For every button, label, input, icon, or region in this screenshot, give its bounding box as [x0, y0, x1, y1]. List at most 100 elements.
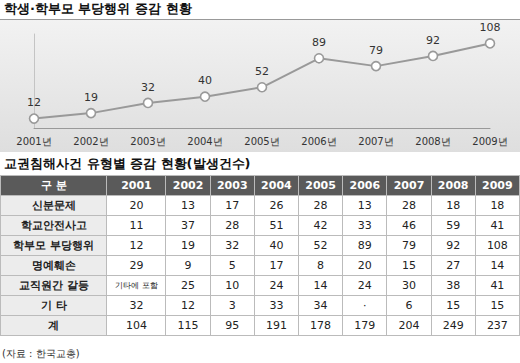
html-text:12: 12: [181, 299, 195, 312]
html-text:5: 5: [228, 259, 236, 272]
html-text:24: 24: [357, 279, 372, 292]
html-text:24: 24: [269, 279, 284, 292]
svg-text:2004년: 2004년: [187, 136, 222, 147]
html-text:32: 32: [129, 299, 144, 312]
html-text:구 분: 구 분: [40, 179, 67, 192]
html-text:6: 6: [405, 299, 413, 312]
html-text:12: 12: [129, 239, 144, 252]
html-text:15: 15: [446, 299, 461, 312]
html-text:19: 19: [181, 239, 195, 252]
html-text:33: 33: [357, 219, 372, 232]
html-text:2002: 2002: [172, 179, 204, 192]
svg-text:52: 52: [255, 65, 269, 78]
html-text:28: 28: [225, 219, 240, 232]
html-text:기 타: 기 타: [40, 299, 67, 312]
html-text:교권침해사건 유형별 증감 현황(발생건수): 교권침해사건 유형별 증감 현황(발생건수): [4, 156, 251, 171]
svg-text:2009년: 2009년: [472, 136, 507, 147]
html-text:20: 20: [129, 199, 144, 212]
html-text:95: 95: [225, 319, 240, 332]
html-text:41: 41: [490, 219, 505, 232]
html-text:11: 11: [129, 219, 144, 232]
html-text:249: 249: [442, 319, 464, 332]
html-text:191: 191: [265, 319, 287, 332]
html-text:40: 40: [269, 239, 284, 252]
html-text:17: 17: [269, 259, 284, 272]
html-text:89: 89: [357, 239, 372, 252]
html-text:46: 46: [402, 219, 416, 232]
html-text:10: 10: [225, 279, 240, 292]
html-text:25: 25: [181, 279, 195, 292]
html-text:79: 79: [402, 239, 416, 252]
html-text:13: 13: [357, 199, 372, 212]
html-text:42: 42: [313, 219, 328, 232]
svg-text:2006년: 2006년: [301, 136, 336, 147]
html-text:104: 104: [126, 319, 147, 332]
html-text:30: 30: [402, 279, 416, 292]
svg-text:2003년: 2003년: [130, 136, 165, 147]
html-text:3: 3: [228, 299, 236, 312]
html-text:2005: 2005: [305, 179, 336, 192]
html-text:108: 108: [486, 239, 508, 252]
html-text:37: 37: [181, 219, 195, 232]
html-text:2001: 2001: [121, 179, 152, 192]
html-text:28: 28: [313, 199, 328, 212]
svg-text:32: 32: [141, 81, 155, 94]
svg-text:79: 79: [369, 44, 383, 57]
svg-text:92: 92: [426, 34, 440, 47]
html-text:51: 51: [269, 219, 284, 232]
html-text:15: 15: [490, 299, 505, 312]
html-text:179: 179: [354, 319, 376, 332]
html-text:32: 32: [225, 239, 240, 252]
svg-text:19: 19: [84, 91, 98, 104]
html-text:17: 17: [225, 199, 240, 212]
html-text:115: 115: [177, 319, 199, 332]
html-text:20: 20: [357, 259, 372, 272]
svg-text:108: 108: [480, 21, 501, 34]
html-text:38: 38: [446, 279, 461, 292]
html-text:237: 237: [486, 319, 508, 332]
html-text:18: 18: [490, 199, 505, 212]
html-text:18: 18: [446, 199, 461, 212]
html-text:14: 14: [490, 259, 505, 272]
html-text:92: 92: [446, 239, 461, 252]
html-text:9: 9: [184, 259, 192, 272]
html-text:41: 41: [490, 279, 505, 292]
svg-text:2008년: 2008년: [415, 136, 450, 147]
html-text:교직원간 갈등: 교직원간 갈등: [18, 279, 89, 292]
html-text:2004: 2004: [261, 179, 292, 192]
svg-text:12: 12: [27, 96, 41, 109]
html-text:178: 178: [310, 319, 332, 332]
html-text:2008: 2008: [437, 179, 469, 192]
html-text:34: 34: [313, 299, 328, 312]
html-text:2007: 2007: [393, 179, 425, 192]
svg-text:2007년: 2007년: [358, 136, 393, 147]
html-text:204: 204: [398, 319, 420, 332]
html-text:2003: 2003: [216, 179, 248, 192]
html-text:2006: 2006: [349, 179, 381, 192]
html-text:28: 28: [402, 199, 416, 212]
html-text:33: 33: [269, 299, 284, 312]
html-text:26: 26: [269, 199, 284, 212]
html-text:13: 13: [181, 199, 195, 212]
html-text:(자료 : 한국교총): (자료 : 한국교총): [2, 348, 80, 359]
html-text:기타에 포함: 기타에 포함: [115, 281, 158, 290]
svg-text:2001년: 2001년: [16, 136, 51, 147]
html-text:59: 59: [446, 219, 461, 232]
html-text:계: 계: [48, 319, 60, 332]
html-text:15: 15: [402, 259, 416, 272]
html-text:14: 14: [313, 279, 328, 292]
html-text:8: 8: [317, 259, 325, 272]
html-text:학생·학부모 부당행위 증감 현황: 학생·학부모 부당행위 증감 현황: [4, 1, 192, 16]
html-text:2009: 2009: [482, 179, 513, 192]
svg-text:2005년: 2005년: [244, 136, 279, 147]
svg-text:2002년: 2002년: [73, 136, 108, 147]
html-text:신분문제: 신분문제: [31, 199, 76, 212]
svg-text:40: 40: [198, 74, 212, 87]
html-text:명예훼손: 명예훼손: [31, 259, 76, 272]
html-text:27: 27: [446, 259, 461, 272]
svg-text:89: 89: [312, 36, 326, 49]
html-text:학교안전사고: 학교안전사고: [20, 219, 87, 232]
html-text:29: 29: [129, 259, 144, 272]
html-text:학부모 부당행위: 학부모 부당행위: [13, 239, 95, 252]
html-text:52: 52: [313, 239, 328, 252]
